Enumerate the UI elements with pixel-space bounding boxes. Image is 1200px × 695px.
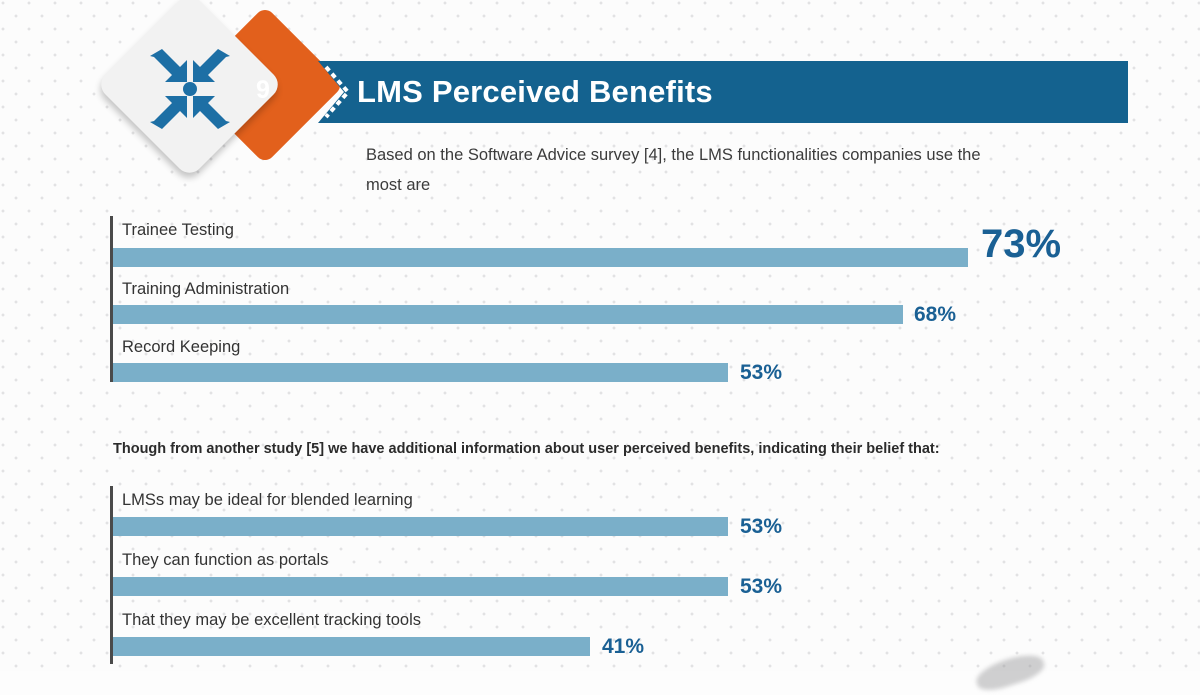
chart-axis-line: [110, 216, 113, 382]
bar-label: They can function as portals: [122, 551, 329, 569]
bar-label: LMSs may be ideal for blended learning: [122, 491, 413, 509]
title-bar: [318, 61, 1128, 123]
bar-value: 53%: [740, 361, 783, 384]
chart-axis-line: [110, 486, 113, 664]
bar-value: 53%: [740, 575, 783, 598]
transition-note: Though from another study [5] we have ad…: [113, 441, 940, 457]
bar-fill: [113, 637, 590, 656]
bar-fill: [113, 248, 968, 267]
chevron-right-icon: [324, 65, 351, 119]
bar-value: 68%: [914, 303, 957, 326]
bar-fill: [113, 517, 728, 536]
bar-fill: [113, 305, 903, 324]
bar-value: 73%: [981, 222, 1062, 266]
bar-label: Training Administration: [122, 280, 290, 298]
bar-value: 53%: [740, 515, 783, 538]
bar-label: That they may be excellent tracking tool…: [122, 611, 421, 629]
subtitle-text: Based on the Software Advice survey [4],…: [366, 146, 981, 194]
bar-label: Record Keeping: [122, 338, 241, 356]
bar-fill: [113, 577, 728, 596]
badge-number: 9: [256, 76, 270, 104]
bar-label: Trainee Testing: [122, 221, 234, 239]
converge-arrows-icon: [150, 49, 230, 129]
section-badge: 9: [95, 0, 345, 187]
page-title: LMS Perceived Benefits: [357, 74, 713, 109]
infographic-page: 9 LMS Perceived Benefits Based on the So…: [95, 0, 1128, 664]
bar-value: 41%: [602, 635, 645, 658]
bar-fill: [113, 363, 728, 382]
